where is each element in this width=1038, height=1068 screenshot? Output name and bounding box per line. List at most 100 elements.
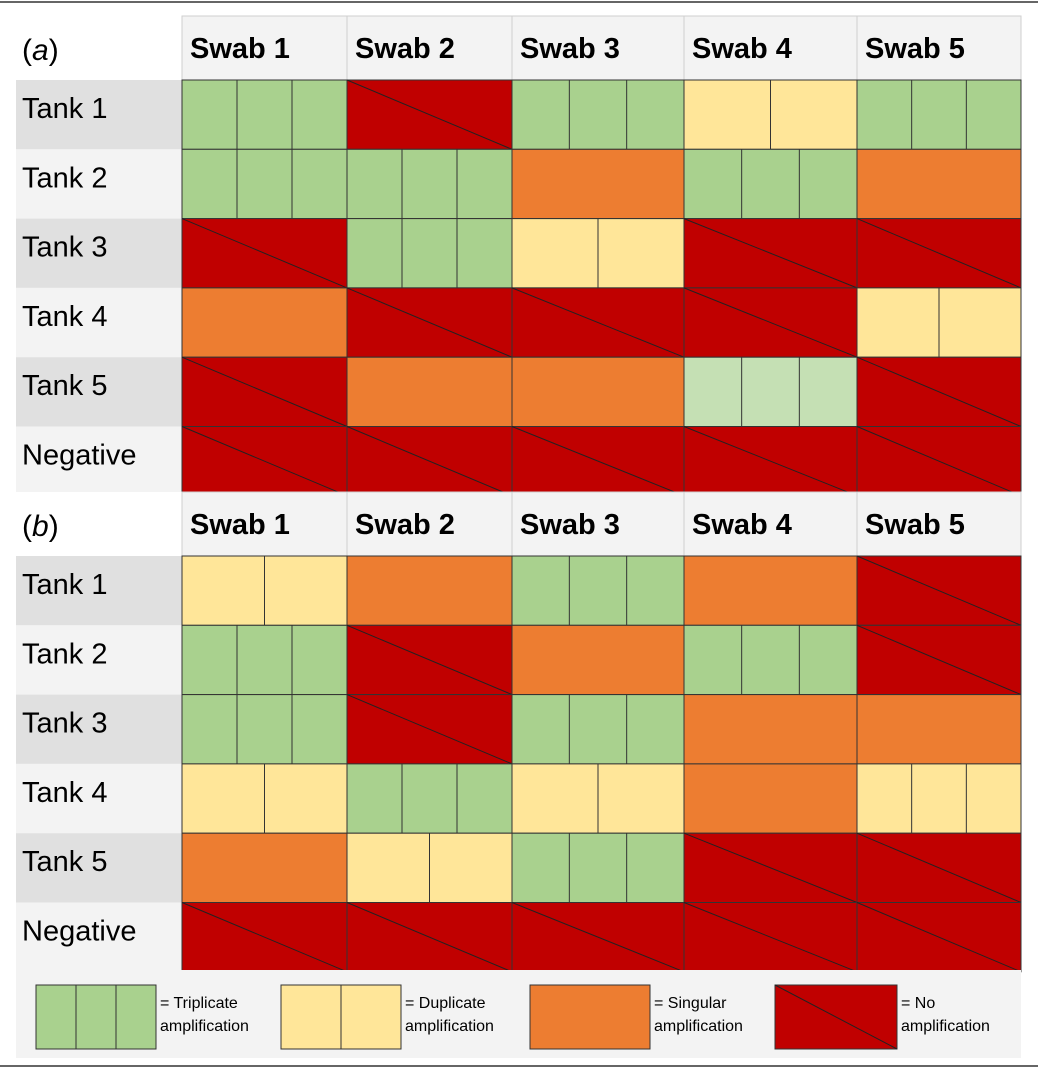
no-amplification-diagonal	[856, 218, 1022, 289]
result-cell-fill	[346, 218, 513, 289]
no-amplification-diagonal	[346, 79, 513, 150]
column-header: Swab 2	[355, 509, 455, 541]
result-cell-fill	[683, 555, 858, 626]
result-cell-fill	[181, 832, 348, 904]
column-header-bg	[511, 491, 685, 557]
row-header: Tank 5	[22, 370, 107, 402]
row-header-bg	[16, 694, 182, 764]
result-cell-fill	[529, 984, 651, 1050]
legend-label: = No	[901, 995, 935, 1012]
result-cell-fill	[683, 356, 858, 428]
no-amplification-diagonal	[511, 902, 685, 973]
result-cell-fill	[181, 624, 348, 696]
result-cell-fill	[511, 555, 685, 626]
column-header: Swab 1	[190, 33, 290, 65]
no-amplification-diagonal	[856, 624, 1022, 696]
row-header-bg	[16, 556, 182, 626]
panel-label-letter: a	[32, 34, 49, 67]
column-header: Swab 3	[520, 33, 620, 65]
no-amplification-diagonal	[346, 624, 513, 696]
result-cell-fill	[856, 79, 1022, 150]
no-amplification-diagonal	[181, 218, 348, 289]
result-cell-fill	[511, 624, 685, 696]
row-header-bg	[16, 80, 182, 150]
row-header-bg	[16, 149, 182, 219]
panel-label-open: (	[22, 510, 32, 543]
row-header: Tank 1	[22, 569, 107, 601]
row-header: Tank 1	[22, 93, 107, 125]
result-cell-fill	[181, 694, 348, 765]
result-cell-fill	[683, 694, 858, 765]
no-amplification-diagonal	[181, 902, 348, 973]
legend-label: = Triplicate	[160, 995, 238, 1012]
result-cell-fill	[511, 356, 685, 428]
row-header: Tank 2	[22, 162, 107, 194]
no-amplification-diagonal	[683, 832, 858, 903]
row-header: Tank 5	[22, 846, 107, 878]
column-header: Swab 3	[520, 509, 620, 541]
no-amplification-diagonal	[511, 426, 685, 497]
legend-label-line2: amplification	[901, 1018, 990, 1035]
panel-corner	[16, 492, 182, 556]
panel-corner	[16, 16, 182, 80]
no-amplification-diagonal	[774, 984, 898, 1050]
panel-label-open: (	[22, 34, 32, 67]
no-amplification-diagonal	[683, 902, 858, 973]
column-header-bg	[856, 491, 1022, 557]
no-amplification-diagonal	[856, 555, 1022, 626]
result-cell-fill	[511, 694, 685, 765]
no-amplification-diagonal	[181, 356, 348, 427]
panel-label: (b)	[22, 510, 59, 543]
panel-label-letter: b	[32, 510, 49, 543]
column-header: Swab 4	[692, 509, 792, 541]
panel-a: (a) Swab 1 Swab 2 Swab 3 Swab 4 Swab 5 Tank 1 T…	[16, 15, 1022, 497]
no-amplification-diagonal	[683, 287, 858, 358]
no-amplification-diagonal	[346, 287, 513, 358]
panel-label-close: )	[49, 510, 59, 543]
row-header: Negative	[22, 440, 136, 472]
result-cell-fill	[346, 148, 513, 220]
panel-label-close: )	[49, 34, 59, 67]
row-header-bg	[16, 357, 182, 427]
row-header-bg	[16, 763, 182, 834]
row-header-bg	[16, 833, 182, 903]
row-header-bg	[16, 426, 182, 496]
legend: = Triplicate amplification = Duplicate ampl…	[16, 970, 1021, 1058]
row-header: Negative	[22, 916, 136, 948]
result-cell-fill	[346, 763, 513, 834]
column-header: Swab 2	[355, 33, 455, 65]
legend-label: = Duplicate	[405, 995, 486, 1012]
result-cell-fill	[856, 763, 1022, 834]
no-amplification-diagonal	[346, 694, 513, 765]
no-amplification-diagonal	[346, 902, 513, 973]
result-cell-fill	[511, 148, 685, 220]
result-cell-fill	[181, 287, 348, 358]
column-header: Swab 5	[865, 33, 965, 65]
result-cell-fill	[856, 148, 1022, 220]
no-amplification-diagonal	[346, 426, 513, 497]
row-header: Tank 2	[22, 638, 107, 670]
result-cell-fill	[856, 694, 1022, 765]
result-cell-fill	[683, 763, 858, 834]
column-header-bg	[683, 15, 858, 81]
column-header: Swab 1	[190, 509, 290, 541]
legend-label-line2: amplification	[405, 1018, 494, 1035]
panel-label: (a)	[22, 34, 59, 67]
legend-label-line2: amplification	[654, 1018, 743, 1035]
row-header-bg	[16, 625, 182, 695]
row-header: Tank 3	[22, 232, 107, 264]
result-cell-fill	[683, 624, 858, 696]
column-header-bg	[856, 15, 1022, 81]
no-amplification-diagonal	[856, 832, 1022, 903]
column-header: Swab 5	[865, 509, 965, 541]
no-amplification-diagonal	[511, 287, 685, 358]
result-cell-fill	[346, 356, 513, 428]
legend-label-line2: amplification	[160, 1018, 249, 1035]
column-header: Swab 4	[692, 33, 792, 65]
result-cell-fill	[511, 79, 685, 150]
row-header-bg	[16, 287, 182, 358]
row-header: Tank 4	[22, 777, 107, 809]
panel-b: (b) Swab 1 Swab 2 Swab 3 Swab 4 Swab 5 Tank 1 T…	[16, 491, 1022, 973]
column-header-bg	[346, 491, 513, 557]
